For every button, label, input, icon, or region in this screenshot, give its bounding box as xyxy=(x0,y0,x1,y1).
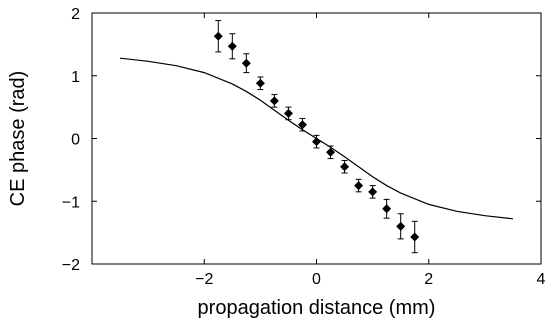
data-point xyxy=(354,178,364,193)
axis-ticks: −2 0 2 4 −2 −1 0 1 2 xyxy=(62,6,545,288)
data-points xyxy=(213,20,420,254)
diamond-marker xyxy=(213,31,223,41)
data-point xyxy=(382,198,392,219)
diamond-marker xyxy=(410,232,420,242)
diamond-marker xyxy=(241,58,251,68)
diamond-marker xyxy=(269,96,279,106)
diamond-marker xyxy=(283,108,293,118)
x-tick-label: 2 xyxy=(424,271,433,288)
diamond-marker xyxy=(340,162,350,172)
diamond-marker xyxy=(297,120,307,130)
data-point xyxy=(340,159,350,174)
data-point xyxy=(410,220,420,254)
data-point xyxy=(213,20,223,53)
diamond-marker xyxy=(396,221,406,231)
data-point xyxy=(255,76,265,91)
data-point xyxy=(396,213,406,240)
data-point xyxy=(269,94,279,108)
x-axis-label: propagation distance (mm) xyxy=(198,297,436,319)
x-tick-label: −2 xyxy=(195,271,213,288)
y-tick-label: −1 xyxy=(62,194,80,211)
data-point xyxy=(297,117,307,132)
y-tick-label: 0 xyxy=(71,132,80,149)
diamond-marker xyxy=(227,41,237,51)
diamond-marker xyxy=(354,181,364,191)
data-point xyxy=(312,134,321,149)
data-point xyxy=(241,53,251,74)
data-point xyxy=(368,185,378,199)
data-point xyxy=(283,106,293,121)
y-tick-label: 1 xyxy=(71,69,80,86)
plot-area: −2 0 2 4 −2 −1 0 1 2 xyxy=(62,6,545,288)
y-tick-label: 2 xyxy=(71,6,80,23)
data-point xyxy=(326,145,336,160)
data-point xyxy=(227,33,237,60)
diamond-marker xyxy=(255,78,265,88)
x-tick-label: 4 xyxy=(537,271,545,288)
y-tick-label: −2 xyxy=(62,257,80,274)
diamond-marker xyxy=(382,204,392,214)
diamond-marker xyxy=(326,147,336,157)
diamond-marker xyxy=(368,187,378,197)
y-axis-label: CE phase (rad) xyxy=(7,71,29,207)
x-tick-label: 0 xyxy=(312,271,321,288)
diamond-marker xyxy=(312,137,321,147)
